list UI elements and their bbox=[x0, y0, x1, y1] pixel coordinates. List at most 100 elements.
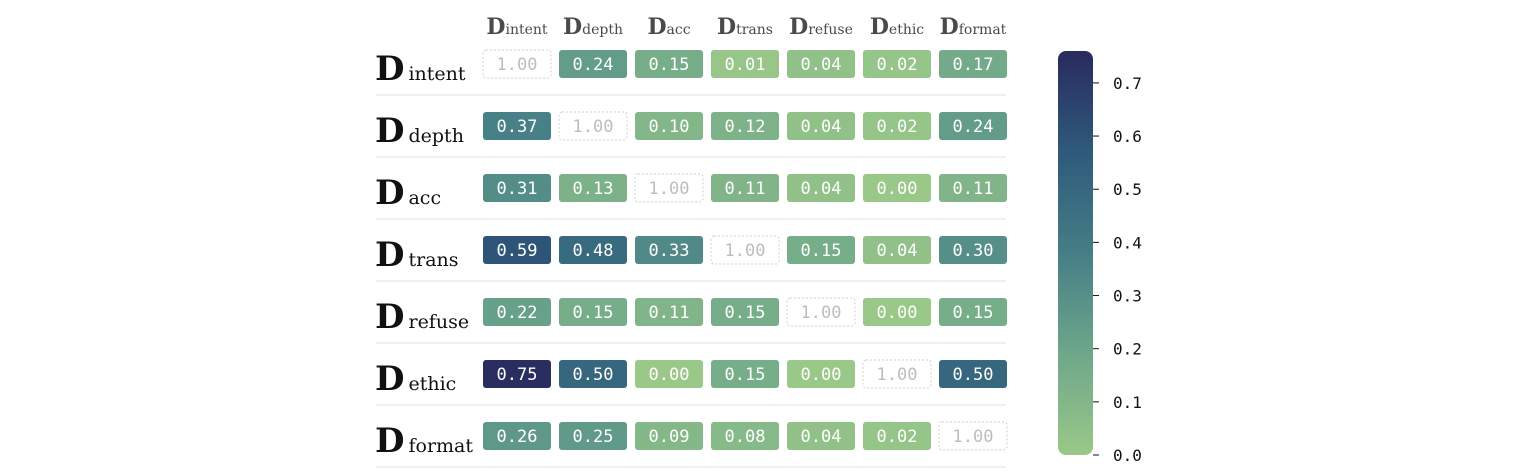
col-header-format: Dformat bbox=[940, 14, 1007, 40]
heatmap-cell-label: 0.15 bbox=[725, 303, 766, 323]
heatmap-cell bbox=[559, 298, 627, 326]
heatmap-cell-label: 0.01 bbox=[725, 55, 766, 75]
colorbar-tick-label: 0.2 bbox=[1113, 340, 1142, 359]
heatmap-cell-label: 0.26 bbox=[497, 427, 538, 447]
heatmap-cell bbox=[938, 421, 1008, 451]
heatmap-cell bbox=[483, 112, 551, 140]
colorbar-tick-label: 0.3 bbox=[1113, 287, 1142, 306]
col-header-sub: depth bbox=[582, 22, 623, 38]
colorbar-tick-label: 0.7 bbox=[1113, 74, 1142, 93]
row-header-main: D bbox=[375, 235, 404, 275]
heatmap-cell bbox=[710, 235, 780, 265]
colorbar-tick-label: 0.6 bbox=[1113, 127, 1142, 146]
heatmap-cell bbox=[863, 422, 931, 450]
heatmap-cell-label: 0.33 bbox=[649, 241, 690, 261]
heatmap-cell-label: 0.31 bbox=[497, 179, 538, 199]
col-header-main: D bbox=[647, 14, 666, 40]
col-header-trans: Dtrans bbox=[717, 14, 773, 40]
row-header-sub: acc bbox=[408, 187, 441, 209]
col-header-acc: Dacc bbox=[647, 14, 690, 40]
heatmap-cell bbox=[559, 50, 627, 78]
heatmap-cell bbox=[483, 360, 551, 388]
col-header-sub: refuse bbox=[808, 22, 853, 38]
heatmap-cell-label: 0.15 bbox=[573, 303, 614, 323]
heatmap-cell-label: 1.00 bbox=[953, 427, 994, 447]
heatmap-cell-label: 0.11 bbox=[953, 179, 994, 199]
heatmap-cell-label: 0.02 bbox=[877, 427, 918, 447]
col-header-refuse: Drefuse bbox=[789, 14, 853, 40]
heatmap-cell bbox=[634, 173, 704, 203]
col-header-main: D bbox=[563, 14, 582, 40]
heatmap-cell-label: 0.10 bbox=[649, 117, 690, 137]
heatmap-cell bbox=[711, 174, 779, 202]
heatmap-cell-label: 0.04 bbox=[801, 427, 842, 447]
heatmap-cell bbox=[559, 360, 627, 388]
heatmap-cell-label: 0.04 bbox=[801, 55, 842, 75]
row-header-sub: depth bbox=[408, 125, 463, 147]
row-header-sub: format bbox=[408, 435, 473, 457]
heatmap-cell-label: 1.00 bbox=[801, 303, 842, 323]
heatmap-cell-label: 0.50 bbox=[573, 365, 614, 385]
heatmap-cell-label: 0.15 bbox=[725, 365, 766, 385]
heatmap-cell bbox=[787, 112, 855, 140]
heatmap-cell bbox=[559, 236, 627, 264]
heatmap-cell bbox=[787, 50, 855, 78]
heatmap-cell-label: 0.30 bbox=[953, 241, 994, 261]
colorbar-tick-label: 0.1 bbox=[1113, 393, 1142, 412]
heatmap-cell bbox=[939, 360, 1007, 388]
heatmap-cell-label: 0.15 bbox=[953, 303, 994, 323]
row-header-main: D bbox=[375, 49, 404, 89]
heatmap-cell-label: 0.59 bbox=[497, 241, 538, 261]
heatmap-cell bbox=[483, 174, 551, 202]
col-header-sub: acc bbox=[667, 22, 691, 38]
row-header-sub: intent bbox=[408, 63, 465, 85]
heatmap-cell-label: 0.02 bbox=[877, 55, 918, 75]
row-header-main: D bbox=[375, 421, 404, 461]
heatmap-cell bbox=[939, 174, 1007, 202]
row-header-sub: ethic bbox=[408, 373, 456, 395]
heatmap-cell-label: 0.48 bbox=[573, 241, 614, 261]
row-header-main: D bbox=[375, 111, 404, 151]
heatmap-cell bbox=[635, 298, 703, 326]
heatmap-cell bbox=[483, 422, 551, 450]
heatmap-cell bbox=[711, 298, 779, 326]
heatmap-cell-label: 0.09 bbox=[649, 427, 690, 447]
heatmap-cell-label: 0.00 bbox=[877, 179, 918, 199]
row-header-main: D bbox=[375, 297, 404, 337]
heatmap-cell-label: 0.22 bbox=[497, 303, 538, 323]
heatmap-cell-label: 0.00 bbox=[801, 365, 842, 385]
heatmap-cell-label: 0.24 bbox=[953, 117, 994, 137]
heatmap-cell bbox=[939, 112, 1007, 140]
heatmap-cell-label: 0.37 bbox=[497, 117, 538, 137]
heatmap-cell-label: 0.24 bbox=[573, 55, 614, 75]
col-header-intent: Dintent bbox=[486, 14, 548, 40]
colorbar: 0.0 0.1 0.2 0.3 0.4 0.5 0.6 0.7 bbox=[1058, 51, 1142, 465]
heatmap-cell-label: 0.15 bbox=[801, 241, 842, 261]
heatmap-cell bbox=[635, 360, 703, 388]
heatmap-cell bbox=[483, 236, 551, 264]
heatmap-cell-label: 1.00 bbox=[649, 179, 690, 199]
heatmap-cell-label: 0.04 bbox=[877, 241, 918, 261]
heatmap-cell-label: 0.15 bbox=[649, 55, 690, 75]
heatmap-cell bbox=[711, 50, 779, 78]
heatmap-cell-label: 0.04 bbox=[801, 179, 842, 199]
heatmap-cell bbox=[483, 298, 551, 326]
heatmap-cell bbox=[939, 50, 1007, 78]
row-header-main: D bbox=[375, 173, 404, 213]
heatmap-cell bbox=[635, 236, 703, 264]
col-header-sub: trans bbox=[736, 22, 773, 38]
heatmap-cell-label: 0.12 bbox=[725, 117, 766, 137]
heatmap-cell-label: 0.11 bbox=[649, 303, 690, 323]
